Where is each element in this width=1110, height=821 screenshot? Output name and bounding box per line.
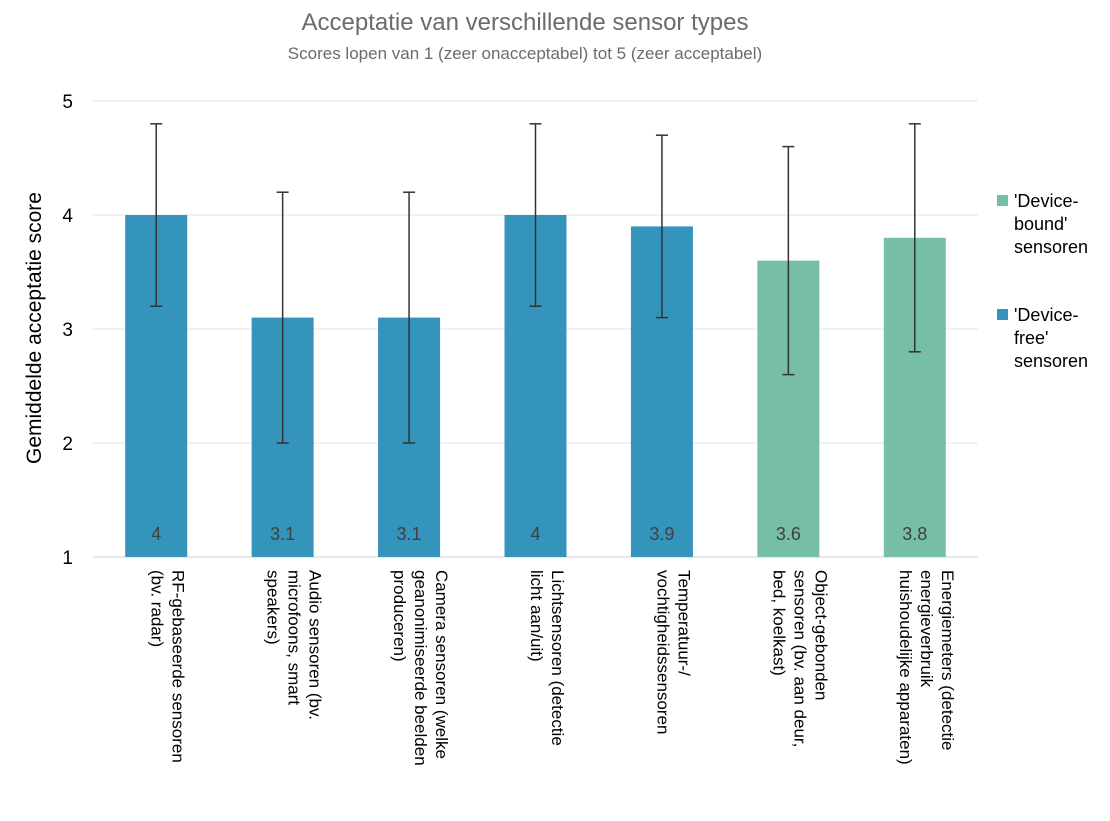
category-label: geanonimiseerde beelden <box>411 570 430 766</box>
error-bar <box>150 123 163 307</box>
y-axis-ticks: 1 2 3 4 5 <box>62 92 73 569</box>
legend-label: free' <box>1014 328 1048 348</box>
data-label: 3.9 <box>649 524 674 544</box>
y-tick-label: 4 <box>62 206 73 227</box>
data-label: 3.8 <box>902 524 927 544</box>
category-label: Object-gebonden <box>811 570 830 700</box>
category-label: energieverbruik <box>917 570 936 688</box>
category-label: Energiemeters (detectie <box>938 570 957 750</box>
error-bar <box>403 191 416 444</box>
y-axis-label: Gemiddelde acceptatie score <box>23 192 46 464</box>
legend-label: 'Device- <box>1014 191 1078 211</box>
data-label: 3.1 <box>397 524 422 544</box>
category-label: RF-gebaseerde sensoren <box>169 570 188 763</box>
category-label: licht aan/uit) <box>527 570 546 662</box>
chart-title: Acceptatie van verschillende sensor type… <box>302 9 749 36</box>
y-tick-label: 5 <box>62 92 73 113</box>
category-label: produceren) <box>390 570 409 662</box>
category-label: vochtigheidssensoren <box>653 570 672 734</box>
error-bars <box>150 123 921 444</box>
data-labels: 4 3.1 3.1 4 3.9 3.6 3.8 <box>151 524 927 544</box>
category-label: Lichtsensoren (detectie <box>548 570 567 746</box>
data-label: 4 <box>151 524 161 544</box>
category-label: huishoudelijke apparaten) <box>896 570 915 765</box>
category-label: speakers) <box>264 570 283 645</box>
category-labels: RF-gebaseerde sensoren(bv. radar) Audio s… <box>148 570 957 766</box>
category-label: microfoons, smart <box>285 570 304 705</box>
error-bar <box>782 145 795 376</box>
category-label: sensoren (bv. aan deur, <box>790 570 809 747</box>
legend-swatch <box>997 309 1008 320</box>
category-label: (bv. radar) <box>148 570 167 647</box>
data-label: 3.1 <box>270 524 295 544</box>
chart-subtitle: Scores lopen van 1 (zeer onacceptabel) t… <box>288 44 762 63</box>
error-bar <box>529 123 542 307</box>
legend-label: sensoren <box>1014 237 1088 257</box>
legend-swatch <box>997 195 1008 206</box>
legend: 'Device-bound' sensoren 'Device-free' senso… <box>997 191 1088 371</box>
data-label: 3.6 <box>776 524 801 544</box>
y-tick-label: 2 <box>62 434 73 455</box>
y-tick-label: 3 <box>62 320 73 341</box>
error-bar <box>908 123 921 353</box>
category-label: Camera sensoren (welke <box>432 570 451 759</box>
category-label: Temperatuur-/ <box>674 570 693 676</box>
error-bar <box>276 191 289 444</box>
legend-label: bound' <box>1014 214 1068 234</box>
data-label: 4 <box>530 524 540 544</box>
legend-label: 'Device- <box>1014 305 1078 325</box>
error-bar <box>655 134 668 319</box>
y-tick-label: 1 <box>62 548 73 569</box>
legend-label: sensoren <box>1014 351 1088 371</box>
category-label: Audio sensoren (bv. <box>306 570 325 720</box>
category-label: bed, koelkast) <box>769 570 788 676</box>
